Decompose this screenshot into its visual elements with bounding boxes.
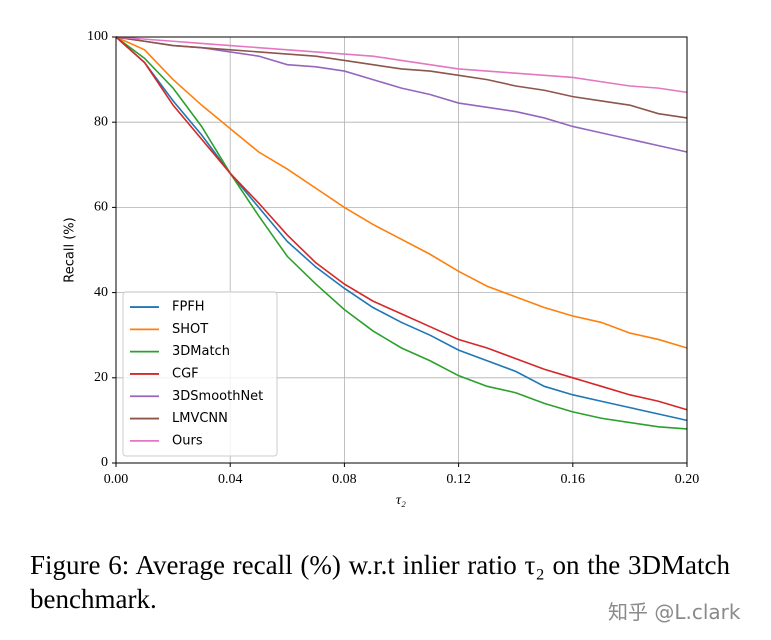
series-line <box>115 36 688 349</box>
figure-caption: Figure 6: Average recall (%) w.r.t inlie… <box>30 550 730 614</box>
series-line <box>115 36 688 422</box>
y-tick-label: 100 <box>87 29 108 44</box>
legend-box <box>122 291 278 457</box>
series-line <box>115 36 688 94</box>
series-line <box>115 36 688 119</box>
legend-label: 3DSmoothNet <box>172 389 263 404</box>
series-line <box>115 36 688 430</box>
legend-label: CGF <box>172 366 199 381</box>
y-tick-label: 40 <box>94 285 108 300</box>
legend-label: FPFH <box>172 300 205 315</box>
plot-frame <box>115 36 688 464</box>
legend-label: SHOT <box>172 322 208 337</box>
legend-label: 3DMatch <box>172 344 230 359</box>
y-tick-label: 60 <box>94 200 108 215</box>
series-line <box>115 36 688 411</box>
x-tick-label: 0.04 <box>218 472 243 487</box>
watermark: 知乎 @L.clark <box>608 600 741 624</box>
x-tick-label: 0.12 <box>446 472 471 487</box>
legend-label: Ours <box>172 433 203 448</box>
y-tick-label: 0 <box>101 455 108 470</box>
x-tick-label: 0.08 <box>332 472 357 487</box>
y-tick-label: 80 <box>94 114 108 129</box>
legend-label: LMVCNN <box>172 411 228 426</box>
x-tick-label: 0.00 <box>104 472 129 487</box>
x-tick-label: 0.16 <box>561 472 586 487</box>
y-axis-label: Recall (%) <box>63 217 78 282</box>
x-tick-label: 0.20 <box>675 472 700 487</box>
y-tick-label: 20 <box>94 370 108 385</box>
x-axis-label: τ₂ <box>396 493 406 508</box>
chart: Recall (%) τ₂ 0 20 40 60 80 100 0.00 0.04 0.08 0.… <box>63 29 700 508</box>
